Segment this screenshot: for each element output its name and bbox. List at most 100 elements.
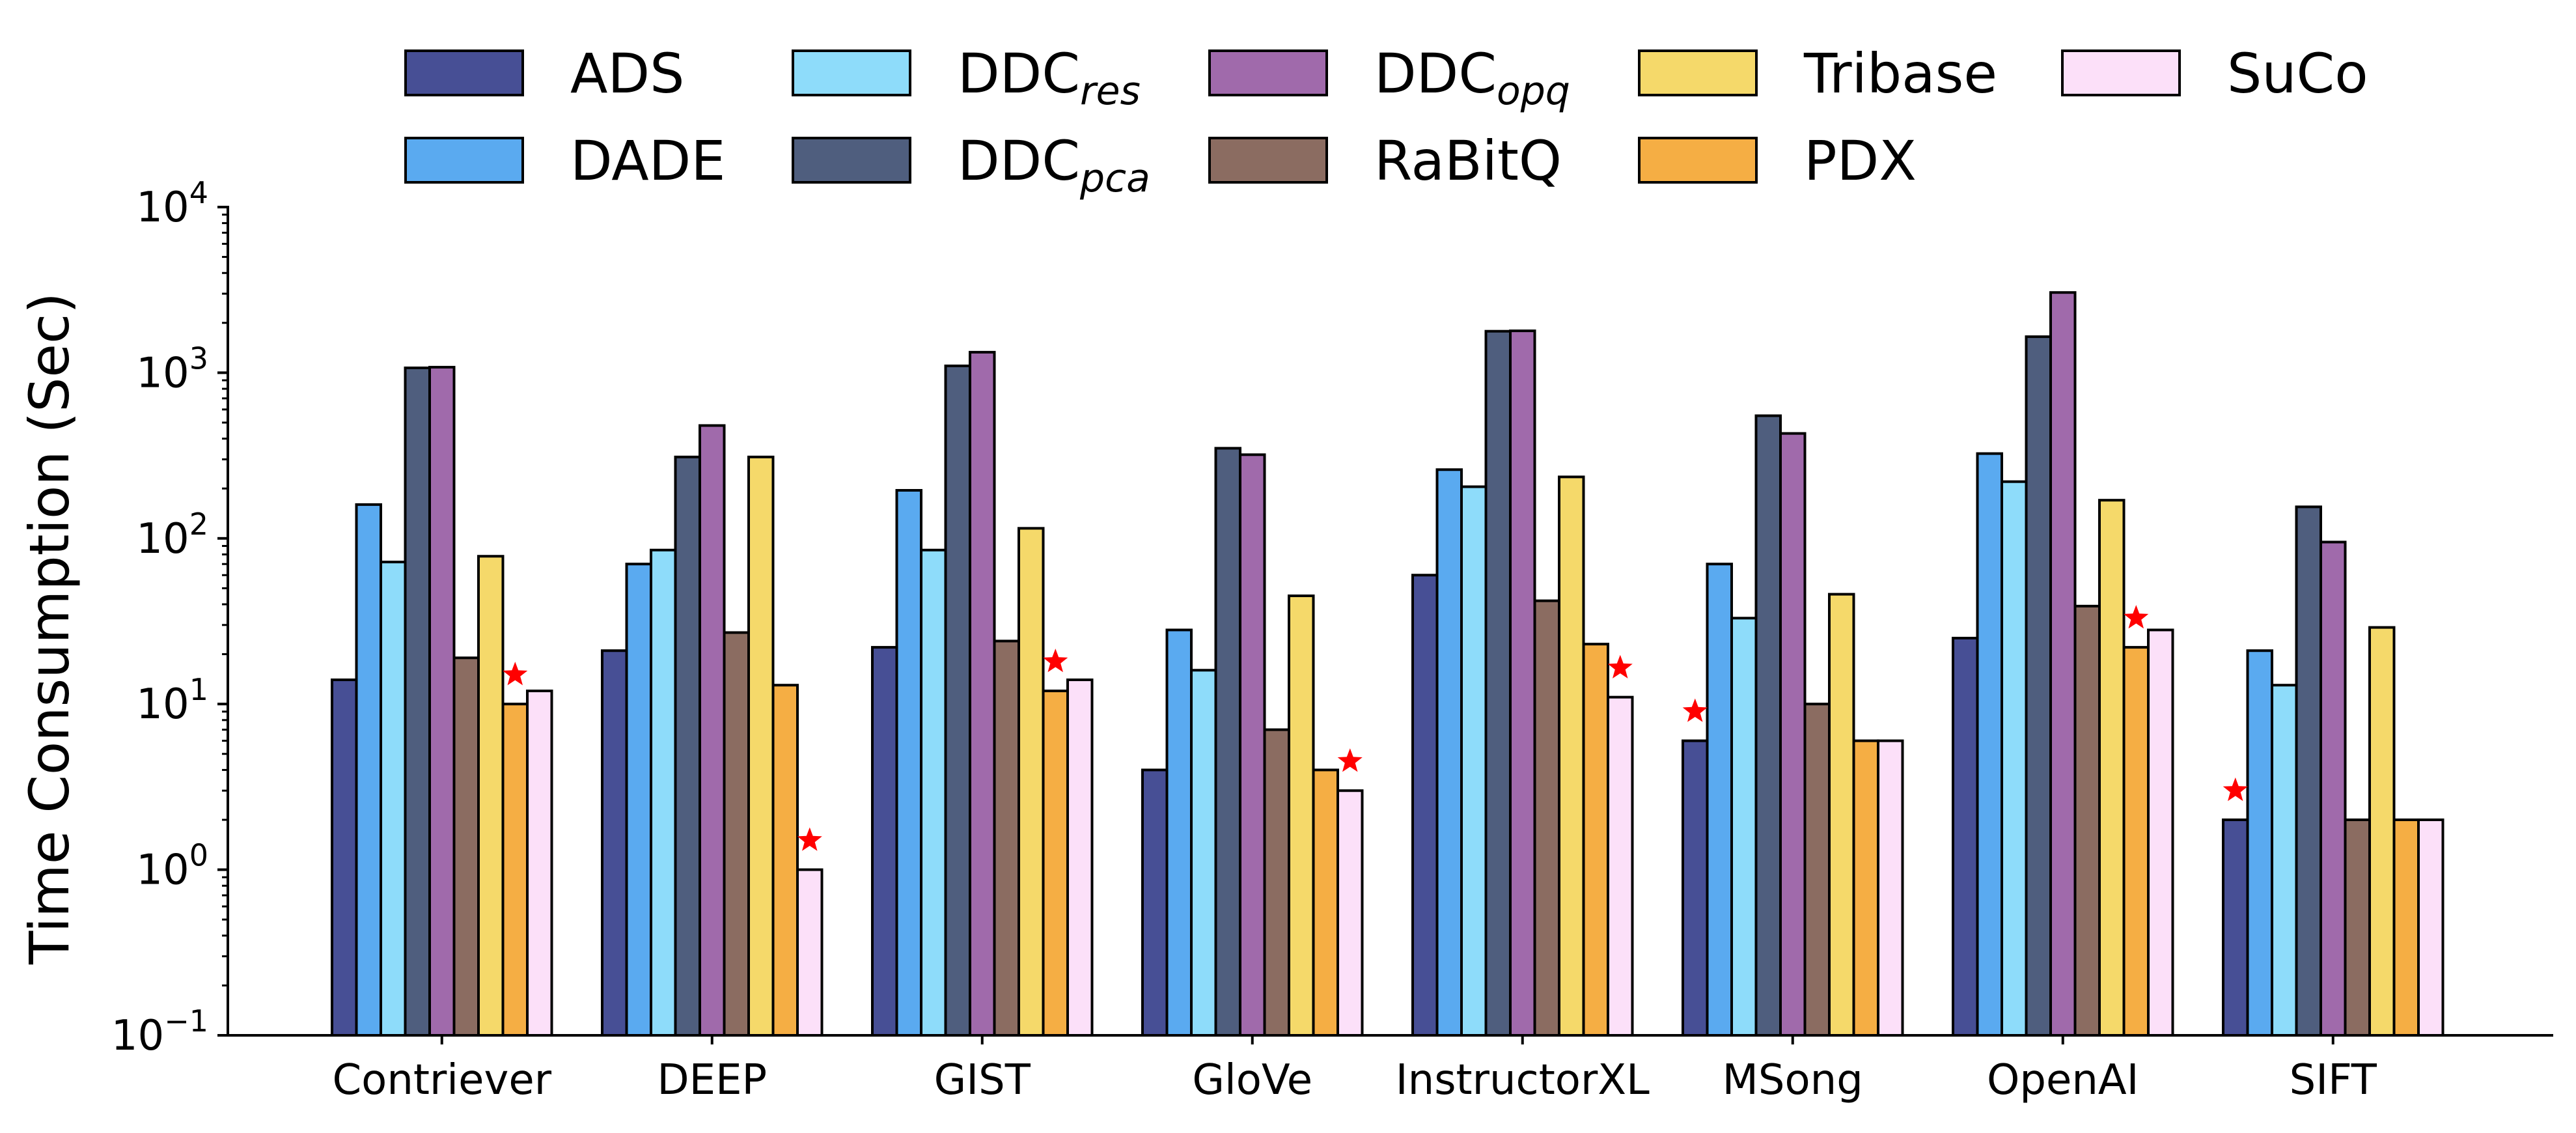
bar-openai-tribase bbox=[2098, 499, 2126, 1037]
legend-label-suco: SuCo bbox=[2227, 42, 2368, 105]
bar-gist-tribase bbox=[1018, 527, 1045, 1037]
y-tick-label: 102 bbox=[136, 507, 208, 563]
bar-instructorxl-dade bbox=[1435, 468, 1463, 1037]
legend-label-ddcres: DDCres bbox=[958, 42, 1141, 114]
legend: ADS DADE DDCres DDCpca DDCopq RaBitQ Tribase PD… bbox=[404, 42, 2368, 201]
bar-gist-ddcopq bbox=[969, 350, 996, 1037]
bars bbox=[331, 291, 2444, 1037]
star-marker-deep bbox=[797, 827, 822, 851]
bar-deep-ddcpca bbox=[674, 455, 701, 1037]
legend-item-rabitq: RaBitQ bbox=[1208, 129, 1562, 193]
bar-sift-ddcpca bbox=[2295, 505, 2322, 1037]
bar-glove-suco bbox=[1336, 789, 1364, 1037]
star-marker-contriever bbox=[503, 662, 528, 686]
legend-item-ddcopq: DDCopq bbox=[1208, 42, 1570, 114]
bar-contriever-ads bbox=[331, 678, 358, 1037]
bar-group-contriever bbox=[331, 365, 553, 1037]
bar-instructorxl-tribase bbox=[1558, 475, 1585, 1037]
axes bbox=[227, 206, 2553, 1037]
x-tick-label-openai: OpenAI bbox=[1987, 1056, 2139, 1104]
x-tick-label-glove: GloVe bbox=[1192, 1056, 1312, 1104]
bar-glove-dade bbox=[1165, 628, 1193, 1037]
bar-contriever-dade bbox=[355, 503, 382, 1037]
legend-item-tribase: Tribase bbox=[1638, 42, 1997, 105]
legend-label-ads: ADS bbox=[570, 42, 684, 105]
bar-msong-pdx bbox=[1852, 739, 1879, 1037]
x-tick-label-instructorxl: InstructorXL bbox=[1396, 1056, 1650, 1104]
bar-sift-ads bbox=[2222, 818, 2249, 1037]
y-tick-label: 101 bbox=[136, 672, 208, 729]
y-tick-label: 100 bbox=[136, 838, 208, 895]
bar-msong-suco bbox=[1877, 739, 1904, 1037]
legend-item-suco: SuCo bbox=[2061, 42, 2368, 105]
bar-deep-ads bbox=[601, 649, 628, 1037]
x-tick-label-deep: DEEP bbox=[657, 1056, 767, 1104]
legend-item-ddcres: DDCres bbox=[792, 42, 1141, 114]
bar-group-deep bbox=[601, 424, 824, 1037]
bar-instructorxl-ddcres bbox=[1460, 485, 1488, 1037]
y-tick-label: 104 bbox=[136, 175, 208, 232]
bar-gist-rabitq bbox=[993, 639, 1020, 1037]
y-tick-label: 10−1 bbox=[111, 1003, 208, 1060]
legend-label-dade: DADE bbox=[570, 129, 725, 193]
bar-glove-ddcopq bbox=[1239, 453, 1266, 1037]
legend-item-ads: ADS bbox=[404, 42, 684, 105]
bar-deep-rabitq bbox=[723, 631, 750, 1037]
bar-openai-ads bbox=[1952, 636, 1979, 1037]
bar-gist-ads bbox=[871, 646, 898, 1037]
star-marker-gist bbox=[1043, 649, 1068, 673]
bar-contriever-ddcpca bbox=[404, 366, 431, 1037]
star-marker-msong bbox=[1682, 698, 1708, 722]
bar-openai-ddcopq bbox=[2049, 291, 2077, 1037]
bar-msong-ddcopq bbox=[1779, 432, 1807, 1037]
legend-swatch-dade bbox=[404, 137, 524, 184]
bar-instructorxl-ads bbox=[1411, 574, 1439, 1037]
bar-group-openai bbox=[1952, 291, 2174, 1037]
bar-openai-rabitq bbox=[2073, 604, 2101, 1037]
bar-instructorxl-pdx bbox=[1582, 643, 1609, 1037]
bar-sift-rabitq bbox=[2344, 818, 2371, 1037]
bar-msong-ddcpca bbox=[1754, 414, 1782, 1037]
legend-swatch-ddcpca bbox=[792, 137, 911, 184]
legend-swatch-ddcres bbox=[792, 49, 911, 96]
legend-label-ddcopq: DDCopq bbox=[1374, 42, 1570, 114]
bar-gist-pdx bbox=[1042, 690, 1069, 1037]
legend-swatch-tribase bbox=[1638, 49, 1758, 96]
bar-glove-pdx bbox=[1312, 768, 1339, 1037]
bar-instructorxl-ddcpca bbox=[1484, 329, 1512, 1037]
bar-msong-tribase bbox=[1828, 593, 1855, 1037]
legend-swatch-ads bbox=[404, 49, 524, 96]
bar-openai-suco bbox=[2147, 628, 2174, 1037]
star-marker-sift bbox=[2223, 777, 2248, 802]
bar-sift-ddcres bbox=[2271, 684, 2298, 1037]
x-tick-label-msong: MSong bbox=[1723, 1056, 1863, 1104]
bar-sift-dade bbox=[2246, 649, 2273, 1037]
bar-openai-ddcpca bbox=[2025, 335, 2052, 1037]
markers bbox=[503, 605, 2248, 851]
bar-openai-pdx bbox=[2122, 646, 2150, 1037]
bar-openai-ddcres bbox=[2001, 480, 2028, 1037]
bar-msong-rabitq bbox=[1803, 703, 1831, 1037]
star-marker-openai bbox=[2124, 605, 2149, 629]
bar-deep-tribase bbox=[747, 455, 775, 1037]
bar-glove-ddcpca bbox=[1214, 447, 1241, 1037]
y-ticks: 10−1 100 101 102 103 104 bbox=[111, 175, 228, 1060]
bar-contriever-ddcopq bbox=[428, 365, 456, 1037]
legend-label-ddcpca: DDCpca bbox=[958, 129, 1150, 201]
legend-swatch-ddcopq bbox=[1208, 49, 1328, 96]
bar-glove-tribase bbox=[1288, 594, 1315, 1037]
bar-msong-ads bbox=[1682, 739, 1709, 1037]
x-tick-label-contriever: Contriever bbox=[332, 1056, 551, 1104]
legend-item-dade: DADE bbox=[404, 129, 725, 193]
bar-glove-rabitq bbox=[1263, 728, 1290, 1037]
legend-label-rabitq: RaBitQ bbox=[1374, 129, 1562, 193]
x-ticks: Contriever DEEP GIST GloVe InstructorXL MSong… bbox=[332, 1035, 2377, 1104]
bar-sift-suco bbox=[2417, 818, 2444, 1037]
bar-instructorxl-ddcopq bbox=[1509, 329, 1536, 1037]
bar-contriever-rabitq bbox=[452, 656, 480, 1037]
bar-group-instructorxl bbox=[1411, 329, 1634, 1037]
y-axis-label: Time Consumption (Sec) bbox=[18, 292, 81, 965]
bar-deep-dade bbox=[625, 563, 652, 1037]
legend-label-pdx: PDX bbox=[1804, 129, 1917, 193]
